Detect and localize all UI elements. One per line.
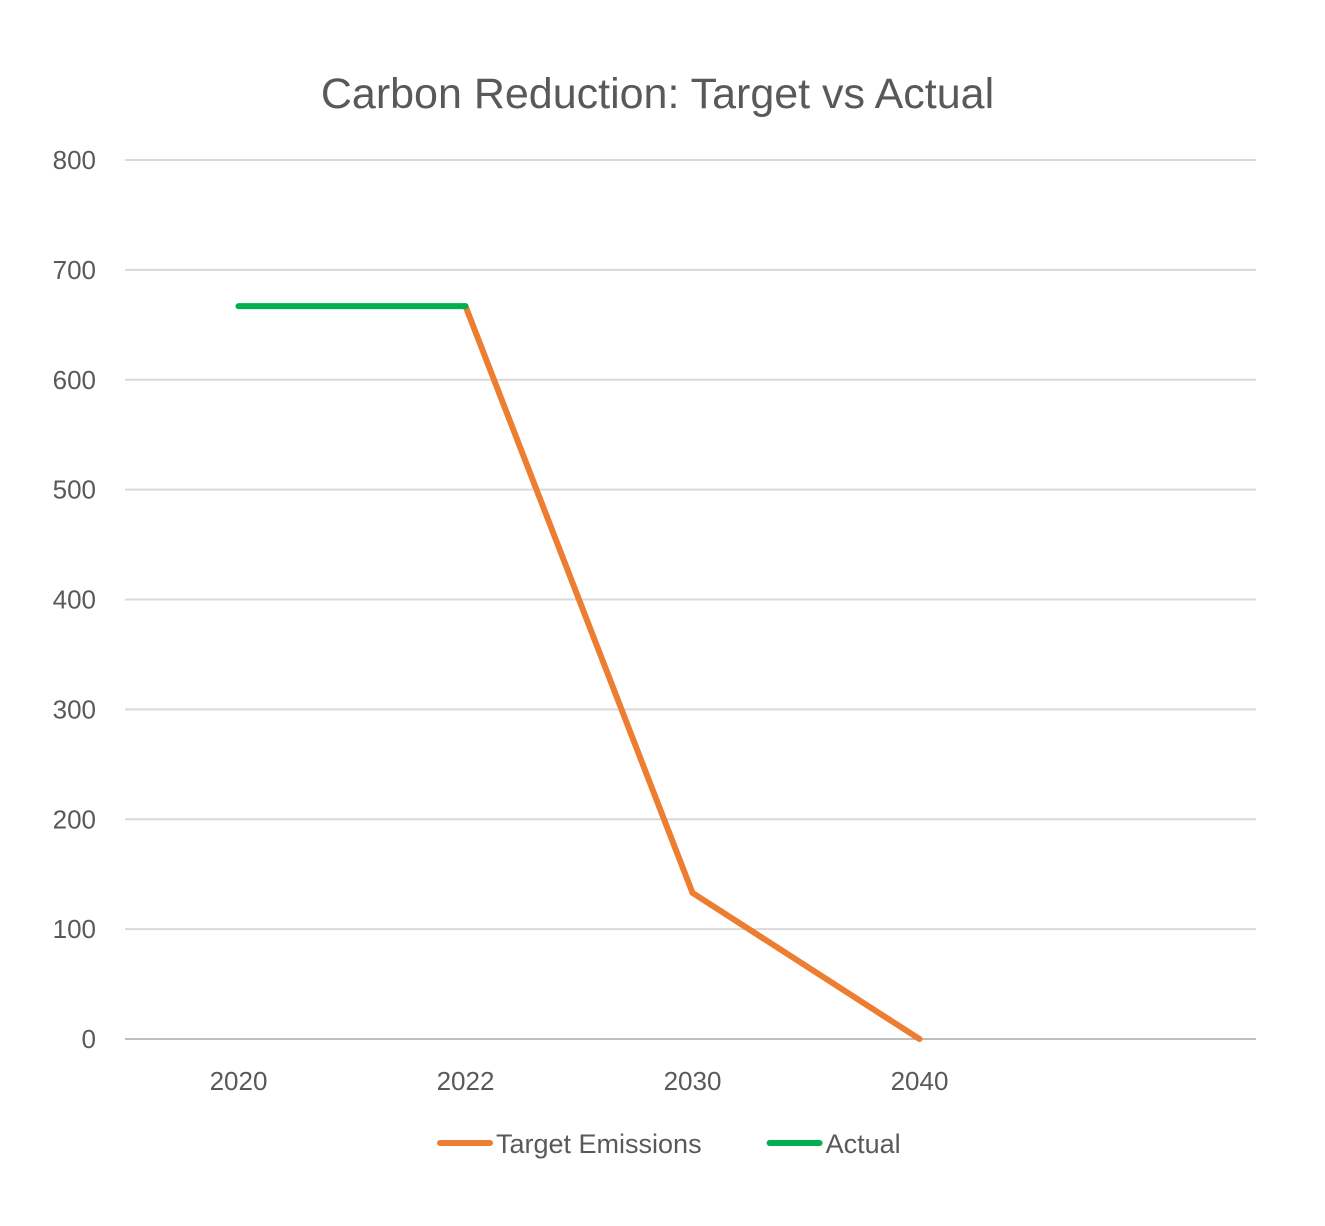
y-tick-label: 600 — [53, 365, 96, 395]
x-tick-label: 2040 — [891, 1066, 949, 1096]
y-tick-label: 300 — [53, 694, 96, 724]
y-tick-label: 700 — [53, 255, 96, 285]
y-tick-label: 0 — [82, 1024, 96, 1054]
y-tick-label: 500 — [53, 475, 96, 505]
x-tick-label: 2030 — [664, 1066, 722, 1096]
series-line-target-emissions — [462, 303, 923, 1042]
y-tick-label: 800 — [53, 145, 96, 175]
x-tick-label: 2020 — [210, 1066, 268, 1096]
legend-label: Actual — [826, 1129, 901, 1159]
x-tick-label: 2022 — [437, 1066, 495, 1096]
y-tick-label: 400 — [53, 585, 96, 615]
chart-title: Carbon Reduction: Target vs Actual — [320, 70, 995, 118]
legend-label: Target Emissions — [496, 1129, 702, 1159]
y-tick-label: 100 — [53, 914, 96, 944]
y-tick-label: 200 — [53, 804, 96, 834]
